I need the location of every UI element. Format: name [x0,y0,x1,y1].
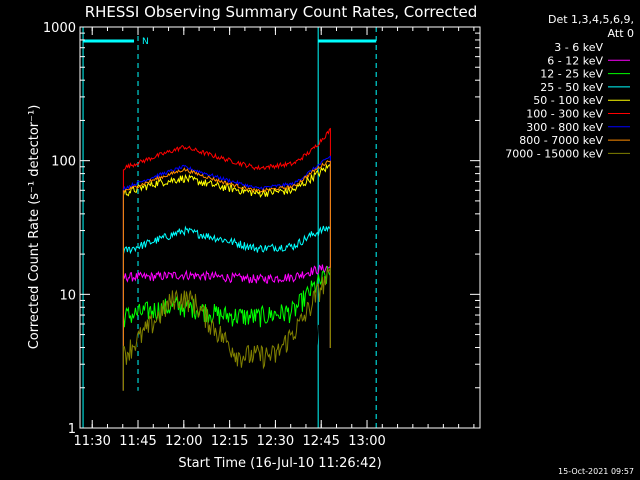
y-tick-label-0: 1 [68,422,76,437]
series-line-5 [122,127,331,428]
chart-title: RHESSI Observing Summary Count Rates, Co… [85,3,478,21]
flag-marker-label: N [142,37,149,47]
legend-label-2: 12 - 25 keV [540,68,603,81]
y-axis-label: Corrected Count Rate (s⁻¹ detector⁻¹) [27,105,42,350]
time-markers: N [82,27,377,428]
series-line-7 [122,160,331,428]
series-low-count-block [122,390,141,428]
legend-header-attenuator: Att 0 [608,27,634,40]
legend-label-1: 6 - 12 keV [547,54,603,67]
legend-header-detectors: Det 1,3,4,5,6,9, [548,13,634,26]
plot-frame [79,26,481,429]
legend-label-3: 25 - 50 keV [540,81,603,94]
legend-label-0: 3 - 6 keV [554,41,603,54]
x-axis-label: Start Time (16-Jul-10 11:26:42) [178,456,381,471]
legend-label-7: 800 - 7000 keV [519,134,603,147]
legend-label-8: 7000 - 15000 keV [505,147,603,160]
x-tick-label-3: 12:15 [211,434,248,449]
y-tick-label-1: 10 [59,288,76,303]
series-line-8 [122,267,331,428]
x-tick-label-6: 13:00 [348,434,385,449]
legend-label-6: 300 - 800 keV [526,121,603,134]
x-axis: 11:30 11:45 12:00 12:15 12:30 12:45 13:00 [73,27,475,449]
y-tick-label-3: 1000 [43,21,76,36]
series-layer [122,127,331,428]
series-line-6 [122,155,331,428]
x-tick-label-4: 12:30 [257,434,294,449]
legend-label-4: 50 - 100 keV [533,94,603,107]
y-tick-label-2: 100 [51,155,76,170]
legend-label-5: 100 - 300 keV [526,108,603,121]
y-axis: 1 10 100 1000 [43,21,480,437]
series-line-3 [122,225,331,428]
x-tick-label-1: 11:45 [119,434,156,449]
series-line-1 [122,263,331,428]
x-tick-label-0: 11:30 [73,434,110,449]
timestamp: 15-Oct-2021 09:57 [558,467,634,476]
x-tick-label-2: 12:00 [165,434,202,449]
x-tick-label-5: 12:45 [302,434,339,449]
